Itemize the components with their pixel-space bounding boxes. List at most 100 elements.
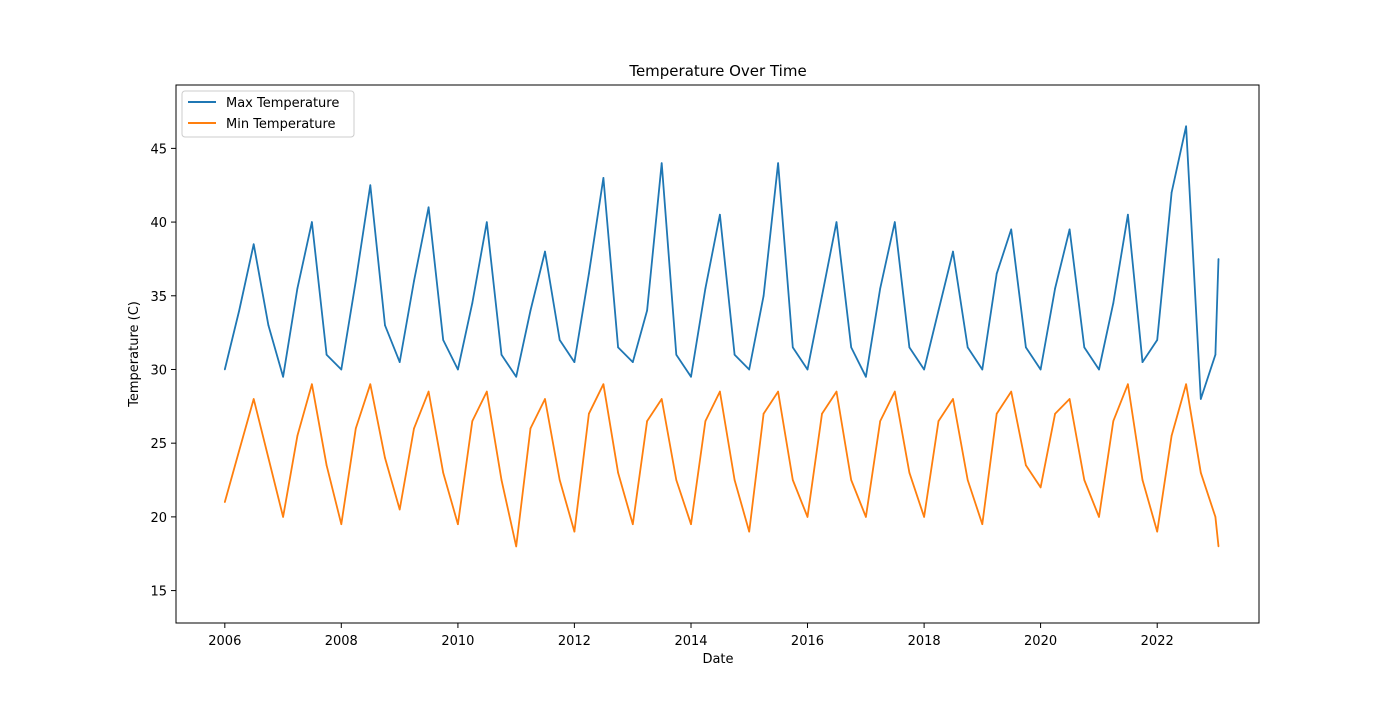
data-point-max-34 [719,213,721,216]
x-tick-label-2020: 2020 [1024,634,1057,649]
data-point-max-2 [252,243,255,245]
data-point-min-41 [821,412,823,415]
data-point-max-30 [660,162,663,164]
data-point-max-5 [296,287,299,290]
data-point-max-10 [369,184,372,186]
data-point-min-47 [908,471,911,474]
data-point-max-6 [311,221,313,223]
data-point-min-40 [806,516,809,518]
data-point-min-69 [1217,545,1220,548]
y-tick-label-40: 40 [150,216,167,231]
data-point-max-18 [486,221,488,223]
data-point-max-60 [1098,368,1100,371]
data-point-min-65 [1170,435,1173,437]
data-point-min-30 [660,398,663,400]
chart-title: Temperature Over Time [628,62,806,80]
data-point-max-20 [515,376,517,378]
data-point-max-38 [777,162,779,164]
data-point-max-42 [835,221,838,223]
data-point-min-61 [1112,420,1115,422]
y-axis-label: Temperature (C) [127,301,142,408]
data-point-min-12 [398,508,401,511]
data-point-min-32 [690,523,692,525]
data-point-min-23 [558,479,561,481]
data-point-min-51 [966,479,969,481]
data-point-max-9 [355,280,357,282]
x-tick-label-2016: 2016 [791,634,824,649]
data-point-max-35 [733,353,736,356]
data-point-max-4 [282,376,284,378]
x-axis-label: Date [702,652,733,667]
data-point-min-38 [777,390,779,393]
data-point-min-10 [369,383,372,386]
data-point-min-46 [894,390,896,393]
data-point-max-8 [340,368,343,371]
data-point-max-53 [995,272,998,275]
data-point-max-43 [850,346,852,349]
data-point-max-14 [427,206,430,209]
x-tick-label-2012: 2012 [558,634,591,649]
data-point-max-15 [442,339,445,341]
data-point-max-12 [398,361,401,363]
legend-box [181,90,355,138]
data-point-min-8 [340,523,343,525]
y-axis-ticks: 15 20 25 30 35 40 45 [150,142,176,600]
y-tick-label-30: 30 [150,363,167,378]
data-point-max-56 [1039,368,1042,371]
data-point-min-48 [923,516,925,518]
data-point-min-63 [1141,479,1144,481]
data-point-min-34 [719,390,721,393]
data-point-max-37 [762,295,765,297]
chart-legend: Max Temperature Min Temperature [181,90,355,138]
data-point-min-49 [937,420,940,422]
data-point-min-20 [515,545,517,548]
data-point-min-16 [457,523,459,525]
data-point-max-33 [704,287,707,290]
series-line-min-temperature [223,383,1220,548]
data-point-min-42 [835,390,838,393]
data-point-max-32 [690,376,692,378]
data-point-min-62 [1127,383,1129,386]
data-point-max-7 [325,353,328,356]
data-point-min-56 [1039,486,1042,489]
data-point-max-63 [1141,361,1144,363]
data-point-max-65 [1170,191,1173,194]
data-point-min-17 [471,420,474,422]
data-point-min-50 [952,398,954,400]
y-tick-label-35: 35 [150,290,167,305]
data-point-max-40 [806,368,809,371]
x-tick-label-2018: 2018 [908,634,941,649]
data-point-min-26 [602,383,605,386]
x-tick-label-2022: 2022 [1141,634,1174,649]
data-point-max-19 [500,353,503,356]
data-point-max-47 [908,346,911,349]
plot-area [175,84,1260,624]
data-point-max-54 [1010,228,1012,231]
series-line-max-temperature [223,125,1220,400]
y-tick-label-15: 15 [150,585,167,600]
data-point-max-24 [573,361,576,363]
data-point-max-69 [1217,258,1220,260]
data-point-max-66 [1185,125,1187,128]
data-point-min-43 [850,479,852,481]
data-point-min-53 [995,412,998,415]
data-point-max-49 [937,309,940,312]
data-point-max-58 [1068,228,1071,231]
data-point-min-5 [296,435,299,437]
series-layer [223,125,1220,548]
data-point-min-4 [282,516,284,518]
data-point-min-1 [238,449,240,452]
data-point-min-9 [355,427,357,430]
data-point-max-23 [558,339,561,341]
data-point-min-59 [1083,479,1086,481]
data-point-max-21 [529,309,532,312]
data-point-max-61 [1112,302,1115,304]
data-point-min-67 [1200,471,1202,474]
data-point-min-44 [865,516,867,518]
data-point-min-35 [733,479,736,481]
data-point-min-27 [617,471,619,474]
data-point-min-0 [224,501,226,503]
data-point-max-50 [952,250,954,253]
data-point-min-64 [1156,530,1158,533]
x-axis-ticks: 2006 2008 2010 2012 2014 2016 2018 2020 2022 [208,623,1174,649]
